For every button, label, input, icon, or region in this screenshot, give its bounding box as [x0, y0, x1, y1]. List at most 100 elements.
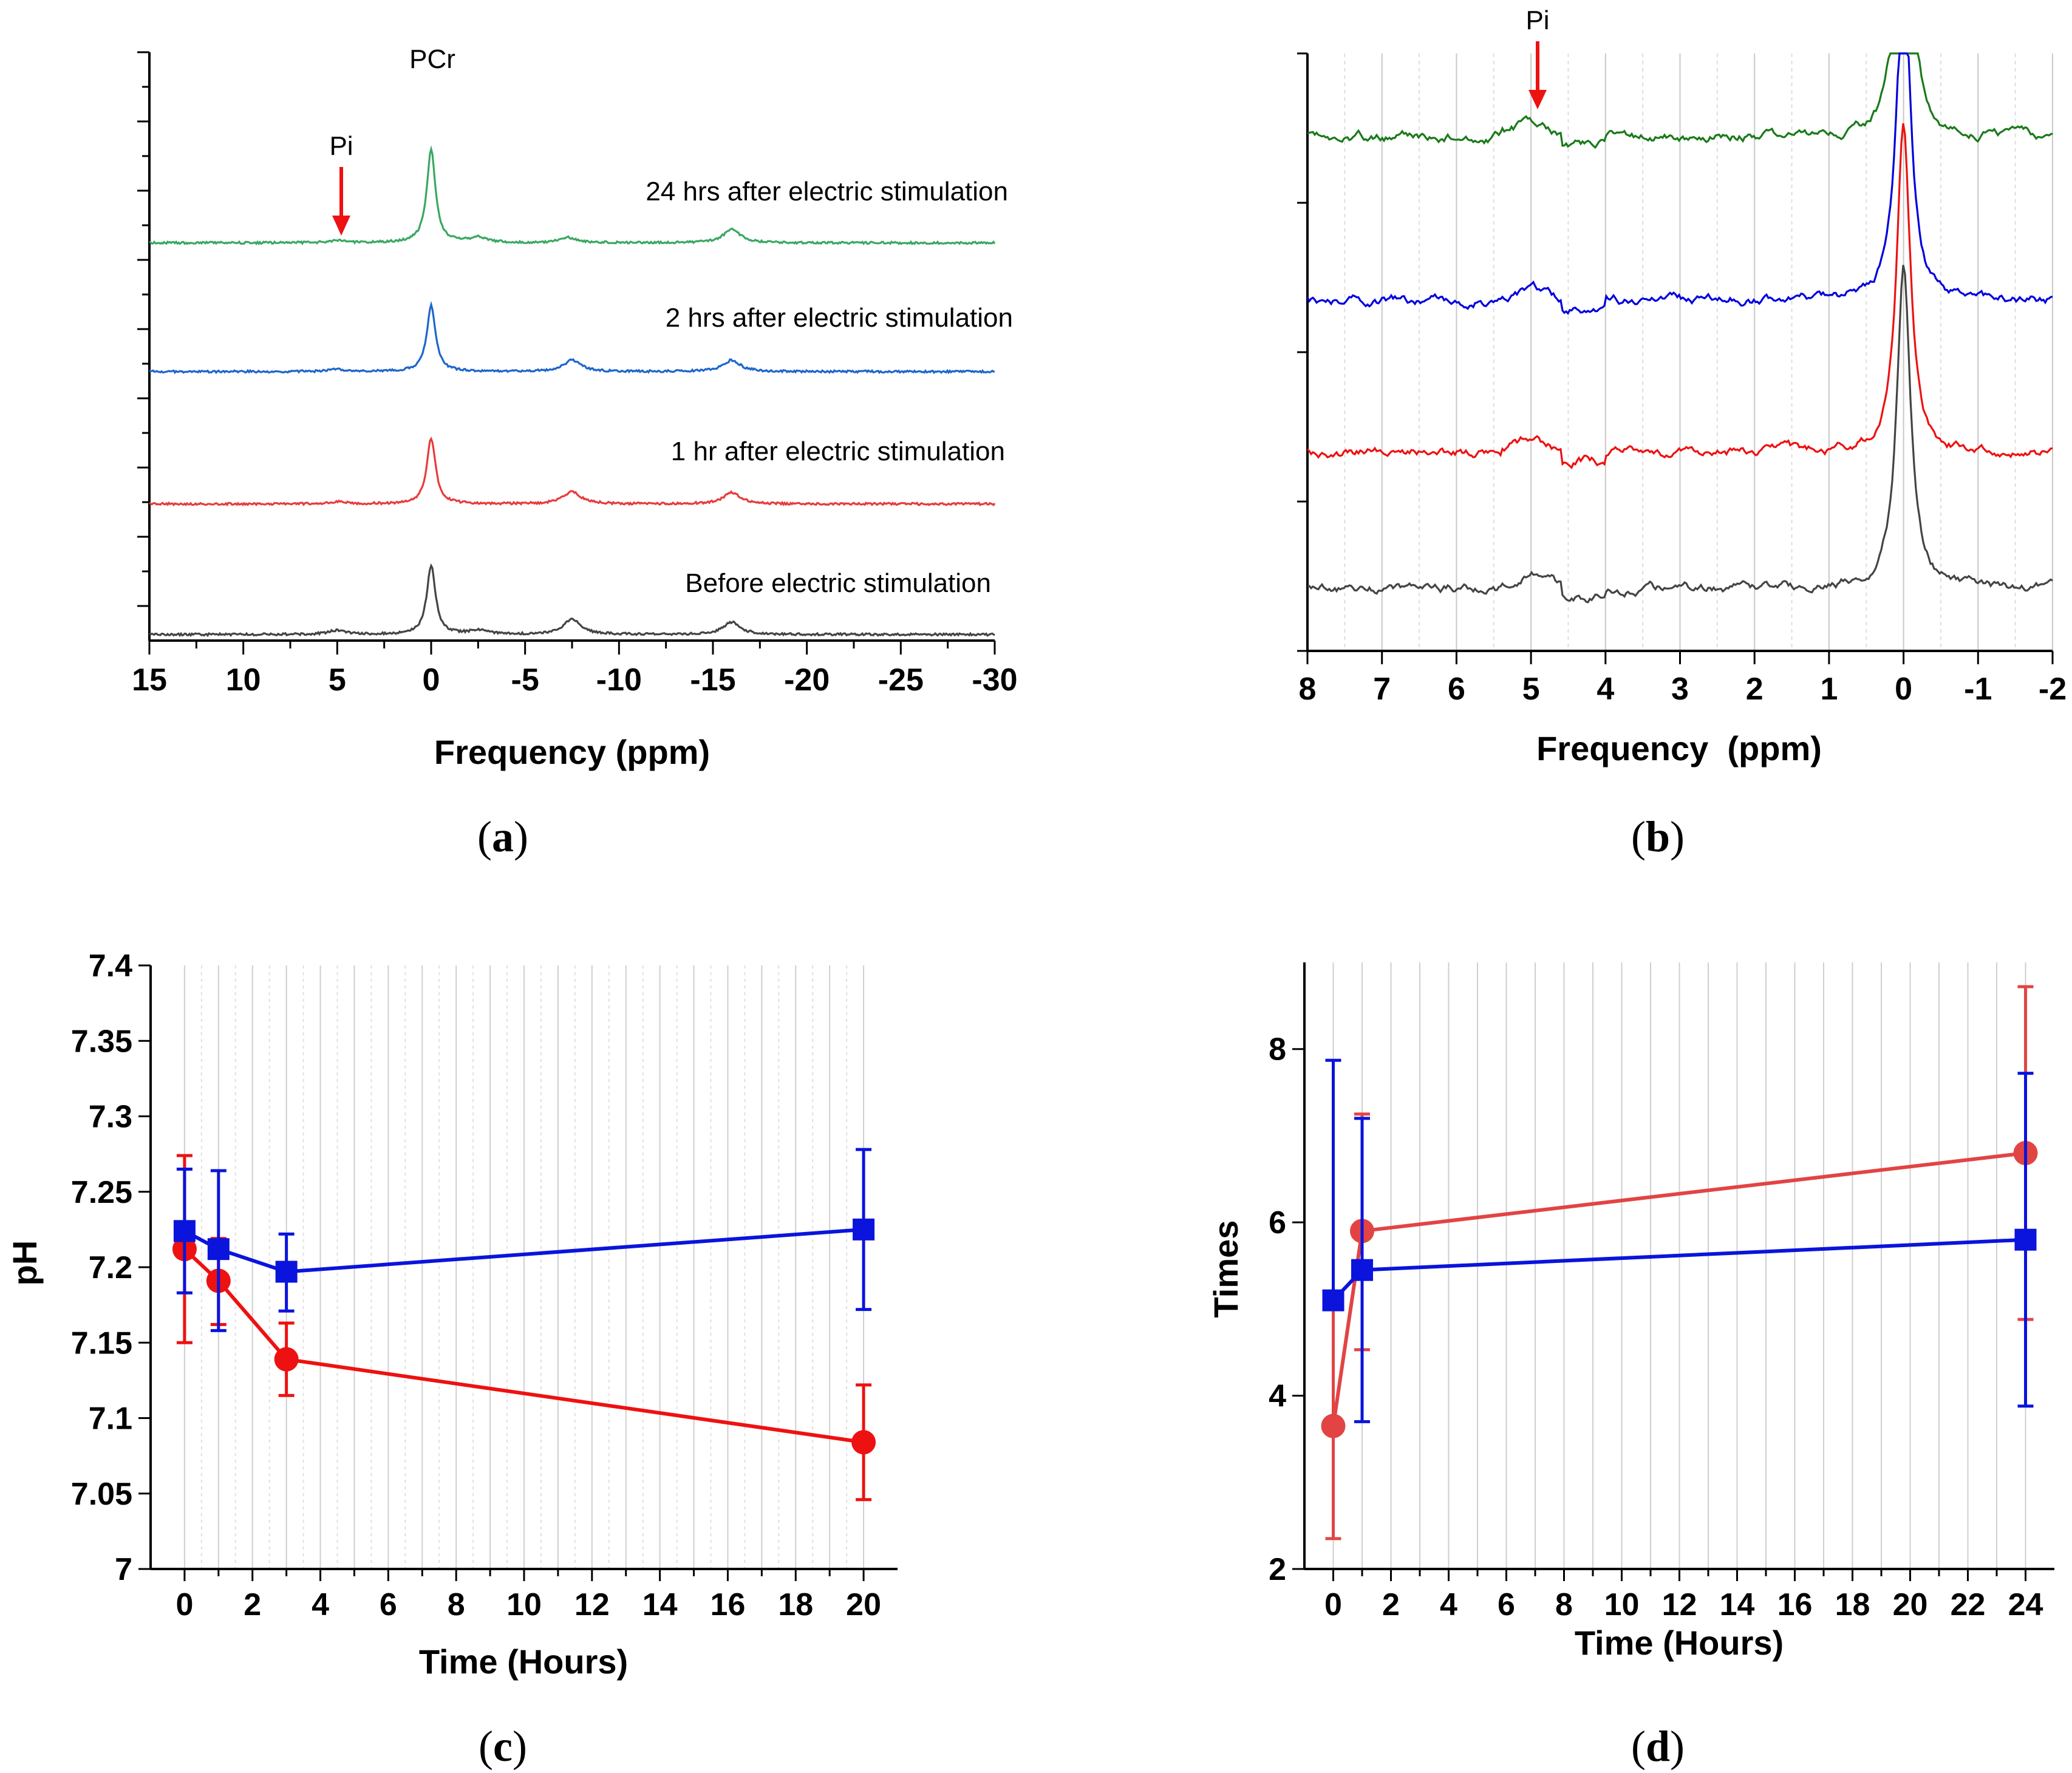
x-tick-label: 8: [448, 1587, 465, 1622]
panel-b-pi-label: Pi: [1525, 5, 1549, 35]
panel-a-spectra: [149, 145, 996, 638]
x-tick-label: 18: [1835, 1587, 1870, 1622]
panel-c-label: (c): [479, 1722, 527, 1771]
y-tick-label: 7.3: [89, 1100, 132, 1135]
panel-b-pi-arrowhead: [1528, 90, 1547, 109]
data-point: [173, 1220, 196, 1242]
y-tick-label: 7.35: [71, 1024, 132, 1059]
panel-c-ph-chart: 7 7.05 7.1 7.15 7.2 7.25 7.3 7.35 7.4 0 2 4 6 8 10 12 1…: [5, 948, 898, 1771]
spectrum-line: [149, 437, 996, 507]
x-tick-label: -10: [596, 662, 642, 698]
data-point: [274, 1347, 299, 1372]
x-tick-label: 16: [711, 1587, 746, 1622]
y-tick-label: 7.1: [89, 1401, 132, 1437]
data-point: [1351, 1259, 1373, 1281]
panel-d-series: [1321, 985, 2038, 1540]
y-tick-label: 7.05: [71, 1477, 132, 1512]
series-label: Before electric stimulation: [685, 568, 991, 598]
x-tick-label: 6: [380, 1587, 397, 1622]
data-point: [207, 1238, 230, 1261]
y-tick-label: 4: [1269, 1379, 1286, 1414]
x-tick-label: 4: [1440, 1587, 1457, 1622]
x-tick-label: -2: [2039, 672, 2067, 707]
spectrum-line: [149, 145, 996, 246]
panel-a-pi-label: Pi: [329, 131, 353, 161]
y-tick-label: 7.15: [71, 1325, 132, 1361]
panel-a-series-labels: 24 hrs after electric stimulation 2 hrs a…: [646, 177, 1013, 598]
panel-c-series: [172, 1148, 876, 1502]
spectrum-line: [1307, 265, 2053, 604]
y-tick-label: 8: [1269, 1032, 1286, 1067]
series-label: 2 hrs after electric stimulation: [666, 303, 1013, 333]
y-tick-label: 7.4: [89, 948, 132, 984]
panel-d-x-ticks: 0 2 4 6 8 10 12 14 16 18 20 22 24: [1324, 1569, 2043, 1622]
data-point: [1321, 1414, 1346, 1438]
x-tick-label: 15: [132, 662, 167, 698]
spectrum-line: [1307, 52, 2053, 149]
x-tick-label: 6: [1498, 1587, 1515, 1622]
panel-a-nmr-spectra: 15 10 5 0 -5 -10 -15 -20 -25 -30 24 hrs after ele…: [132, 44, 1018, 861]
panel-c-y-ticks: 7 7.05 7.1 7.15 7.2 7.25 7.3 7.35 7.4: [71, 948, 151, 1587]
x-tick-label: -25: [878, 662, 924, 698]
x-tick-label: 20: [846, 1587, 881, 1622]
x-tick-label: 10: [1604, 1587, 1640, 1622]
x-tick-label: 0: [423, 662, 440, 698]
x-tick-label: 1: [1820, 672, 1838, 707]
x-tick-label: 20: [1893, 1587, 1928, 1622]
y-tick-label: 7.25: [71, 1175, 132, 1210]
spectrum-line: [1306, 123, 2053, 469]
data-point: [851, 1430, 876, 1455]
x-tick-label: 18: [778, 1587, 813, 1622]
y-tick-label: 2: [1269, 1552, 1286, 1587]
x-tick-label: 4: [1597, 672, 1614, 707]
panel-d-label: (d): [1631, 1722, 1685, 1771]
panel-a-x-ticks: 15 10 5 0 -5 -10 -15 -20 -25 -30: [132, 641, 1018, 698]
x-tick-label: 12: [1662, 1587, 1697, 1622]
x-tick-label: 22: [1951, 1587, 1986, 1622]
x-tick-label: 5: [1522, 672, 1540, 707]
panel-a-pcr-label: PCr: [409, 44, 455, 74]
panel-b-nmr-zoom: 8 7 6 5 4 3 2 1 0 -1 -2 Pi Frequency (ppm) (b): [1297, 5, 2067, 861]
y-tick-label: 7: [115, 1552, 132, 1587]
x-tick-label: 14: [1720, 1587, 1755, 1622]
data-point: [853, 1218, 875, 1240]
x-tick-label: 10: [506, 1587, 542, 1622]
x-tick-label: -20: [784, 662, 830, 698]
x-tick-label: 0: [176, 1587, 193, 1622]
data-point: [275, 1261, 298, 1283]
panel-d-y-ticks: 2 4 6 8: [1269, 1032, 1304, 1587]
x-tick-label: -30: [972, 662, 1017, 698]
panel-c-x-axis-title: Time (Hours): [419, 1642, 628, 1681]
series-line: [183, 1227, 864, 1274]
panel-b-y-ticks: [1297, 52, 1307, 652]
x-tick-label: 2: [244, 1587, 261, 1622]
spectrum-line: [149, 563, 995, 638]
x-tick-label: 8: [1299, 672, 1317, 707]
panel-c-x-ticks: 0 2 4 6 8 10 12 14 16 18 20: [176, 1569, 881, 1622]
panel-b-spectra: [1306, 52, 2053, 604]
x-tick-label: 2: [1382, 1587, 1400, 1622]
spectrum-line: [1306, 52, 2053, 315]
series-label: 1 hr after electric stimulation: [671, 437, 1005, 466]
series-label: 24 hrs after electric stimulation: [646, 177, 1008, 206]
x-tick-label: 12: [574, 1587, 610, 1622]
spectrum-line: [149, 301, 995, 375]
x-tick-label: 0: [1895, 672, 1912, 707]
data-point: [1322, 1289, 1344, 1312]
x-tick-label: 6: [1448, 672, 1465, 707]
panel-b-x-ticks: 8 7 6 5 4 3 2 1 0 -1 -2: [1299, 651, 2067, 707]
panel-a-y-ticks: [137, 51, 149, 607]
panel-d-x-axis-title: Time (Hours): [1575, 1624, 1784, 1662]
x-tick-label: 0: [1324, 1587, 1342, 1622]
panel-a-label: (a): [477, 812, 528, 861]
x-tick-label: 4: [312, 1587, 329, 1622]
x-tick-label: 10: [226, 662, 261, 698]
x-tick-label: 24: [2008, 1587, 2043, 1622]
x-tick-label: -5: [511, 662, 539, 698]
panel-c-y-axis-title: pH: [5, 1240, 44, 1286]
panel-b-x-axis-title: Frequency (ppm): [1536, 729, 1822, 767]
panel-b-label: (b): [1631, 812, 1685, 861]
x-tick-label: 5: [329, 662, 346, 698]
panel-b-grid: [1307, 53, 2053, 651]
